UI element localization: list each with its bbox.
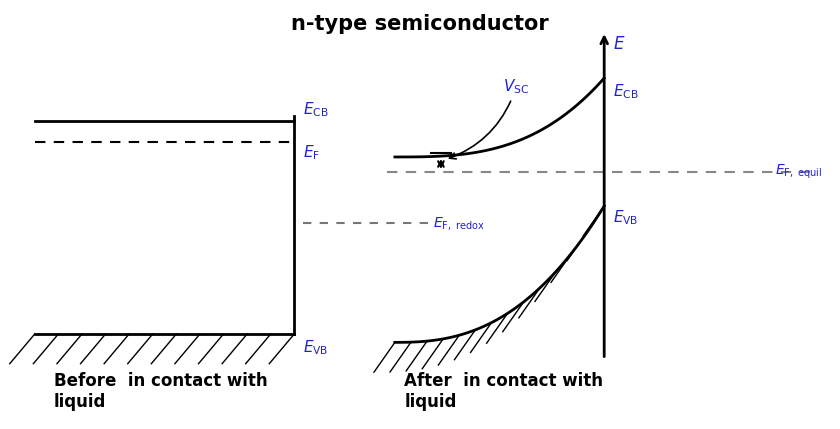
Text: $E_{\rm F,\ redox}$: $E_{\rm F,\ redox}$: [433, 214, 485, 232]
Text: $E_{\rm CB}$: $E_{\rm CB}$: [302, 101, 328, 119]
Text: $E_{\rm VB}$: $E_{\rm VB}$: [302, 338, 328, 357]
Text: $E$: $E$: [612, 36, 625, 54]
Text: $E_{\rm CB}$: $E_{\rm CB}$: [612, 82, 638, 101]
Text: $E_{\rm F,\ equil}$: $E_{\rm F,\ equil}$: [774, 163, 822, 181]
Text: After  in contact with
liquid: After in contact with liquid: [404, 372, 603, 411]
Text: $V_{\rm SC}$: $V_{\rm SC}$: [449, 77, 529, 159]
Text: n-type semiconductor: n-type semiconductor: [291, 14, 549, 34]
Text: $E_{\rm VB}$: $E_{\rm VB}$: [612, 208, 638, 227]
Text: $E_{\rm F}$: $E_{\rm F}$: [302, 143, 320, 162]
Text: Before  in contact with
liquid: Before in contact with liquid: [54, 372, 267, 411]
